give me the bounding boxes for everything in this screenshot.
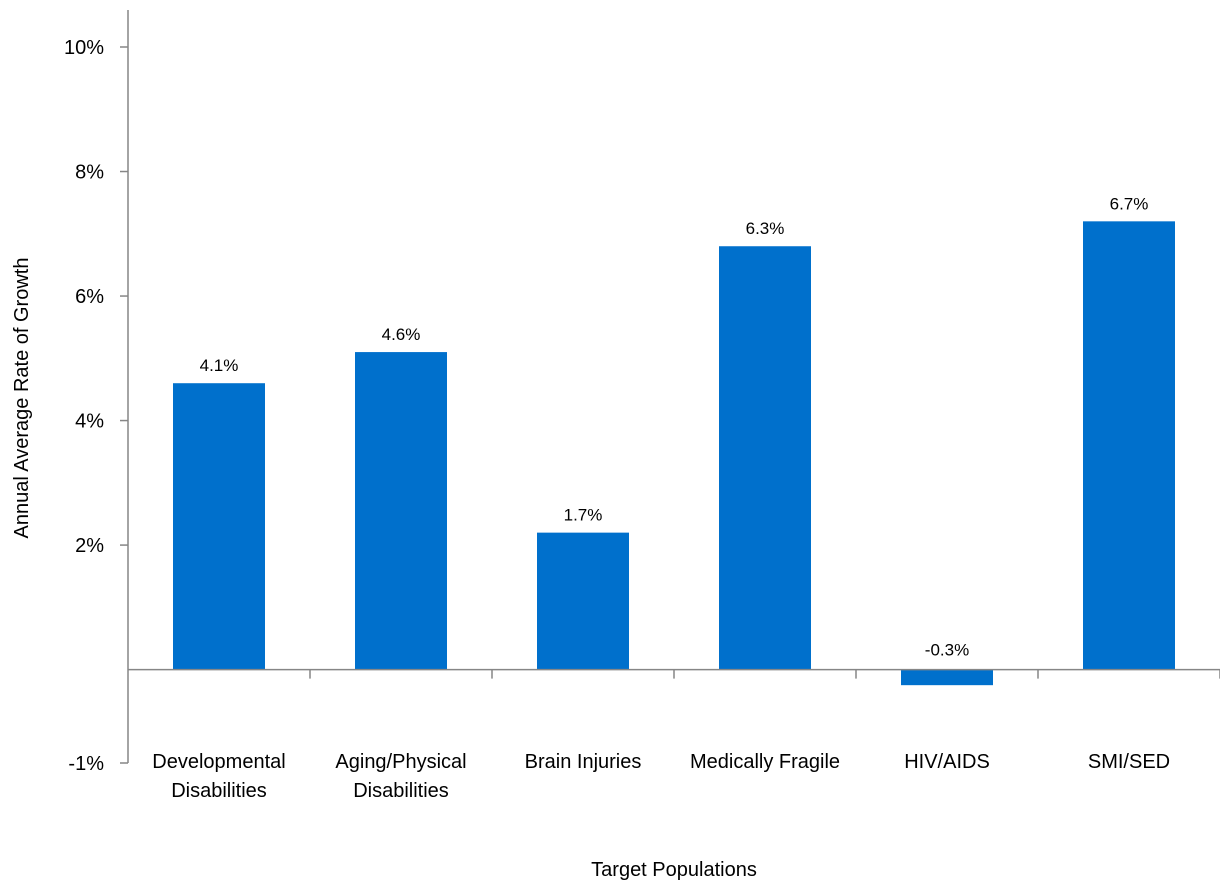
x-tick-label-line: Aging/Physical	[335, 751, 466, 773]
bar	[719, 246, 811, 670]
y-tick-label: 4%	[75, 411, 104, 433]
bar	[355, 352, 447, 670]
x-axis-title: Target Populations	[591, 859, 757, 881]
y-axis-title: Annual Average Rate of Growth	[11, 258, 33, 539]
y-tick-label: -1%	[68, 753, 104, 775]
y-tick-label: 6%	[75, 286, 104, 308]
x-tick-label: Brain Injuries	[525, 751, 642, 773]
x-tick-label-line: Disabilities	[353, 780, 449, 802]
x-tick-label-line: SMI/SED	[1088, 751, 1170, 773]
bar	[173, 383, 265, 670]
data-label: 6.7%	[1110, 194, 1149, 213]
data-label: 4.6%	[382, 325, 421, 344]
data-label: -0.3%	[925, 641, 969, 660]
x-tick-label: Developmental Disabilities	[152, 751, 285, 802]
data-label: 6.3%	[746, 219, 785, 238]
x-tick-label: HIV/AIDS	[904, 751, 990, 773]
bar	[537, 532, 629, 670]
x-tick-label: SMI/SED	[1088, 751, 1170, 773]
x-tick-label-line: Developmental	[152, 751, 285, 773]
x-tick-label-line: HIV/AIDS	[904, 751, 990, 773]
bar	[1083, 221, 1175, 670]
y-tick-label: 10%	[64, 37, 104, 59]
data-label: 1.7%	[564, 506, 603, 525]
bars: 4.1% 4.6% 1.7% 6.3% -0.3% 6.7%	[173, 194, 1175, 686]
data-label: 4.1%	[200, 356, 239, 375]
x-tick-label: Medically Fragile	[690, 751, 840, 773]
y-axis: -1% 2% 4% 6% 8% 10%	[64, 10, 129, 775]
y-tick-label: 8%	[75, 162, 104, 184]
bar	[901, 669, 993, 686]
x-axis: Developmental Disabilities Aging/Physical D…	[128, 668, 1220, 802]
x-tick-label-line: Disabilities	[171, 780, 267, 802]
y-tick-label: 2%	[75, 535, 104, 557]
x-tick-label-line: Brain Injuries	[525, 751, 642, 773]
x-tick-label-line: Medically Fragile	[690, 751, 840, 773]
x-tick-label: Aging/Physical Disabilities	[335, 751, 466, 802]
